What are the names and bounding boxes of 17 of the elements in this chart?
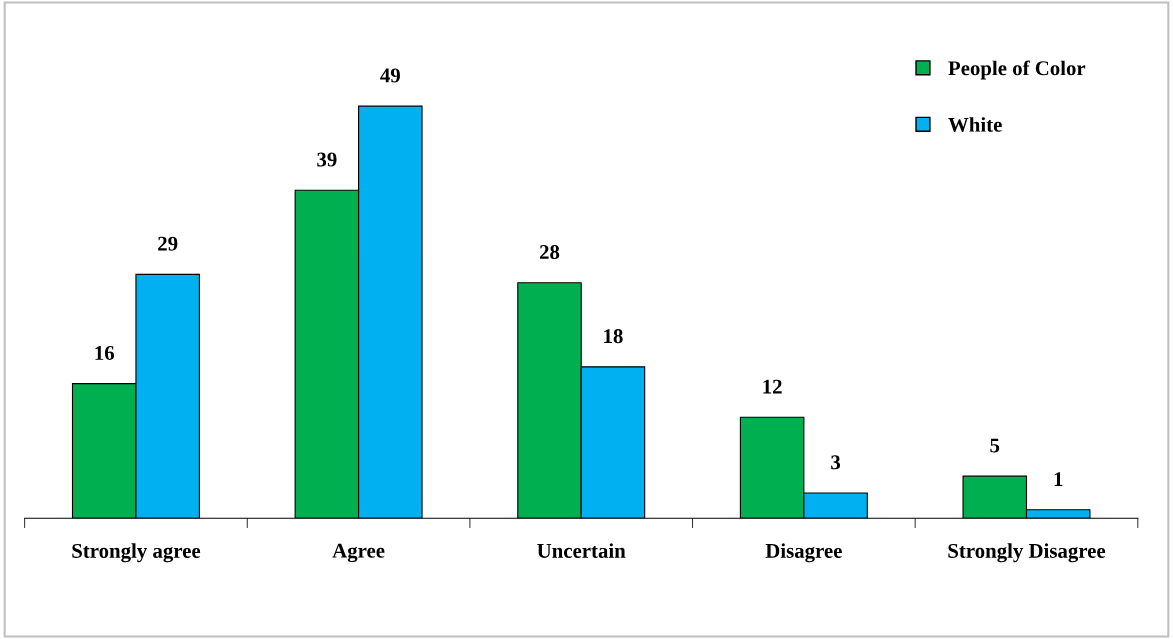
data-label: 49: [380, 68, 400, 83]
data-label: 39: [317, 152, 337, 167]
data-label: 18: [604, 329, 623, 344]
x-tick-label: Uncertain: [537, 543, 626, 558]
data-label: 28: [539, 245, 560, 260]
legend-label: People of Color: [948, 60, 1086, 80]
x-tick-label: Disagree: [765, 543, 842, 563]
data-label: 3: [831, 455, 841, 470]
x-tick-label: Strongly Disagree: [948, 543, 1106, 563]
data-label: 29: [158, 236, 178, 251]
data-label: 1: [1054, 472, 1063, 486]
data-label: 5: [990, 438, 1000, 453]
x-tick-label: Strongly agree: [72, 543, 201, 563]
data-label: 12: [763, 379, 782, 394]
legend-label: White: [948, 117, 1002, 132]
x-tick-label: Agree: [332, 543, 385, 563]
data-label: 16: [95, 345, 115, 360]
